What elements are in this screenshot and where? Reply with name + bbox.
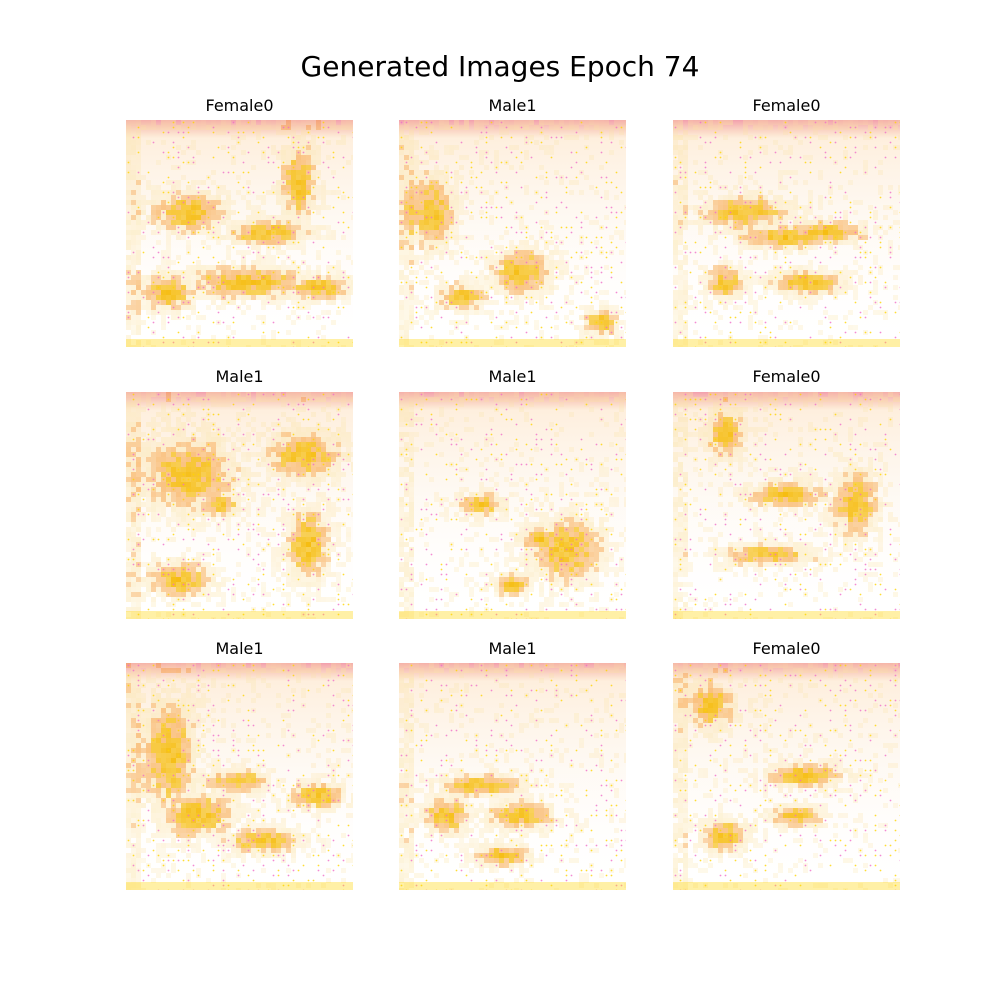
panel-title: Female0	[205, 96, 274, 115]
generated-image-canvas	[126, 663, 353, 890]
generated-image-canvas	[399, 120, 626, 347]
generated-image-canvas	[673, 392, 900, 619]
generated-image	[126, 663, 353, 890]
generated-image	[399, 392, 626, 619]
generated-image	[673, 392, 900, 619]
generated-image-canvas	[673, 120, 900, 347]
generated-image	[673, 120, 900, 347]
generated-image-canvas	[126, 392, 353, 619]
panel-title: Female0	[752, 96, 821, 115]
panel-title: Male1	[488, 96, 537, 115]
generated-image	[126, 392, 353, 619]
generated-image-canvas	[673, 663, 900, 890]
generated-image-canvas	[399, 392, 626, 619]
generated-image-canvas	[126, 120, 353, 347]
panel-title: Male1	[215, 639, 264, 658]
panel-title: Male1	[488, 367, 537, 386]
panel-title: Male1	[488, 639, 537, 658]
panel-title: Female0	[752, 367, 821, 386]
generated-image	[399, 663, 626, 890]
panel-title: Male1	[215, 367, 264, 386]
figure-title: Generated Images Epoch 74	[300, 50, 700, 83]
generated-image	[126, 120, 353, 347]
panel-title: Female0	[752, 639, 821, 658]
generated-image	[399, 120, 626, 347]
generated-image-canvas	[399, 663, 626, 890]
generated-image	[673, 663, 900, 890]
